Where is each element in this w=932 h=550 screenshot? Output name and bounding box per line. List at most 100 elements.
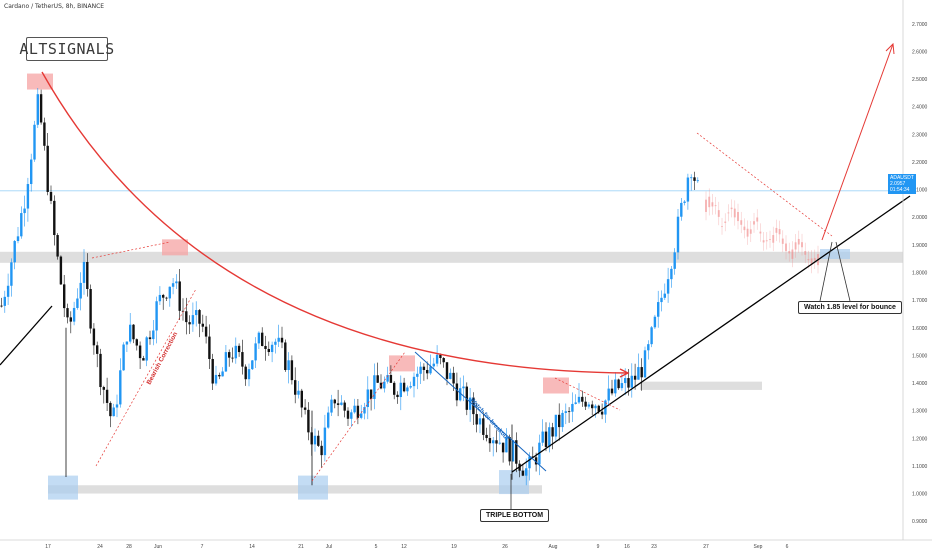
candle-body [327,412,330,428]
candle-body [313,435,317,445]
time-tick-label: 5 [375,544,378,550]
candle-body [462,386,465,389]
candle-body [558,414,561,428]
candle-body [640,367,643,378]
candle-body [600,411,604,415]
price-tick-label: 2.2000 [912,160,928,166]
projection-body [714,205,717,207]
candle-body [251,360,254,370]
time-tick-label: 28 [126,544,132,550]
candle-body [647,344,650,351]
candle-body [346,410,350,419]
candle-body [30,159,33,185]
candle-body [343,402,346,411]
candle-body [119,370,122,405]
candle-body [168,286,171,299]
candle-body [581,396,584,402]
projection-body [794,242,797,250]
candle-body [637,367,640,380]
candle-body [666,279,670,294]
candle-body [152,330,155,340]
support-zone-1-85 [0,251,903,263]
candle-body [135,339,138,346]
candle-body [237,345,241,353]
candle-body [574,402,577,404]
candle-body [620,383,624,389]
candle-body [300,390,303,408]
candle-body [396,394,399,398]
left-trendline [0,305,53,366]
candle-body [158,294,162,302]
time-tick-label: 19 [451,544,457,550]
lines-layer [0,42,911,509]
candle-body [201,323,204,327]
candle-body [495,440,498,444]
candle-body [653,316,657,328]
candle-body [350,412,353,419]
candle-body [409,386,412,388]
candles-layer [0,88,699,486]
candle-body [303,407,307,410]
pivot-high-box [389,355,415,372]
time-tick-label: 7 [201,544,204,550]
candle-body [336,403,340,405]
candle-body [492,440,495,444]
candle-body [26,184,30,209]
price-tick-label: 2.6000 [912,49,928,55]
candle-body [6,285,10,297]
candle-body [511,440,515,462]
candle-body [49,191,53,201]
candle-body [0,305,3,307]
candle-body [584,401,587,407]
projection-body [727,212,730,214]
candle-body [340,402,343,405]
candle-body [363,407,366,414]
candle-body [541,431,544,443]
candle-body [82,261,86,283]
candle-body [317,435,320,446]
candle-body [548,427,551,447]
candle-body [610,388,614,394]
projection-body [781,238,784,244]
candle-body [389,374,393,383]
projection-body [743,226,746,231]
candle-body [247,369,251,380]
candle-body [23,208,26,214]
candle-body [660,297,663,303]
projection-body [708,196,711,208]
candle-body [429,366,432,374]
candle-body [264,345,267,349]
pivot-low-box [820,249,850,260]
candle-body [439,354,442,359]
candle-body [178,281,181,311]
projection-body [746,228,749,237]
candle-body [221,371,224,377]
candle-body [515,440,518,464]
candle-body [617,379,620,389]
projection-body [737,212,739,222]
price-tick-label: 1.0000 [912,492,928,498]
projection-body [801,242,803,248]
candle-body [181,310,185,312]
resistance-curve [41,71,629,374]
candle-body [330,399,333,413]
candle-body [591,404,594,409]
candle-body [577,396,581,403]
candle-body [224,352,228,372]
time-tick-label: Jun [154,544,162,550]
candle-body [307,409,310,433]
price-tag-symbol: ADAUSDT [890,175,914,181]
candle-body [406,387,409,392]
projection-body [778,229,781,235]
candle-body [109,402,112,417]
candle-body [66,308,69,318]
candle-body [366,389,369,408]
candle-body [416,373,419,377]
flag-dashed-line [554,377,621,411]
candle-body [69,317,72,322]
candle-body [680,202,683,217]
correction-dashed-line [311,351,406,482]
projection-arrowhead [885,42,895,55]
candle-body [211,358,214,384]
